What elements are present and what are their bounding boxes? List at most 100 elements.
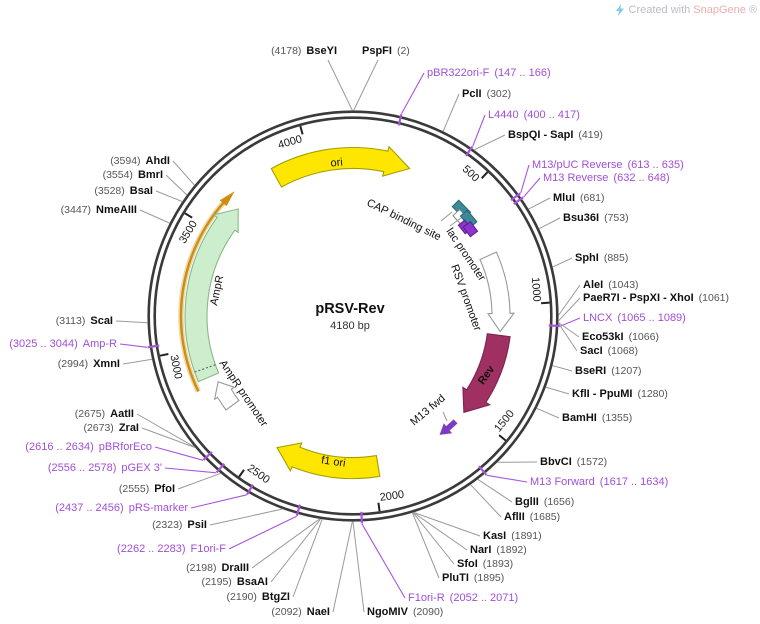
site-name[interactable]: pBR322ori-F — [427, 67, 490, 79]
enzyme-label-aflii[interactable]: AflII (1685) — [504, 511, 560, 524]
feature-label-f1-ori[interactable]: f1 ori — [320, 454, 346, 469]
enzyme-label-bspqi-sapi[interactable]: BspQI - SapI (419) — [508, 129, 603, 142]
site-name[interactable]: F1ori-R — [408, 592, 445, 604]
ori-arrow[interactable] — [270, 145, 411, 188]
site-name[interactable]: AhdI — [145, 155, 170, 167]
enzyme-label-pluti[interactable]: PluTI (1895) — [442, 572, 504, 585]
primer-label-pbr322ori-f[interactable]: pBR322ori-F (147 .. 166) — [427, 67, 551, 80]
site-name[interactable]: XmnI — [93, 358, 120, 370]
enzyme-label-bglii[interactable]: BglII (1656) — [515, 496, 574, 509]
site-name[interactable]: PsiI — [187, 519, 207, 531]
rsv-promoter-arrow[interactable] — [479, 251, 516, 333]
enzyme-label-draiii[interactable]: (2198) DraIII — [186, 562, 249, 575]
enzyme-label-mlui[interactable]: MluI (681) — [553, 192, 605, 205]
site-name[interactable]: AatII — [110, 408, 134, 420]
m13-fwd-primer-arrow[interactable] — [439, 419, 458, 435]
site-name[interactable]: pGEX 3' — [121, 462, 162, 474]
site-name[interactable]: AflII — [504, 511, 525, 523]
enzyme-label-kasi[interactable]: KasI (1891) — [483, 530, 542, 543]
site-name[interactable]: ScaI — [90, 315, 113, 327]
site-name[interactable]: BmrI — [137, 169, 163, 181]
enzyme-label-bamhi[interactable]: BamHI (1355) — [562, 412, 632, 425]
feature-label-lac-promoter[interactable]: lac promoter — [444, 226, 488, 284]
site-name[interactable]: F1ori-F — [190, 543, 226, 555]
site-name[interactable]: NaeI — [306, 606, 330, 618]
site-name[interactable]: BglII — [515, 496, 539, 508]
ampr-promoter-arrow[interactable] — [213, 381, 240, 411]
enzyme-label-bseri[interactable]: BseRI (1207) — [575, 365, 642, 378]
enzyme-label-pfoi[interactable]: (2555) PfoI — [119, 483, 175, 496]
primer-label-amp-r[interactable]: (3025 .. 3044) Amp-R — [9, 338, 117, 351]
site-name[interactable]: pBRforEco — [98, 441, 152, 453]
primer-label-lncx[interactable]: LNCX (1065 .. 1089) — [583, 312, 686, 325]
enzyme-label-ahdi[interactable]: (3594) AhdI — [110, 155, 170, 168]
primer-label-m13-puc-reverse[interactable]: M13/pUC Reverse (613 .. 635) — [532, 159, 684, 172]
plasmid-backbone-inner-ring[interactable] — [153, 116, 553, 516]
enzyme-label-scai[interactable]: (3113) ScaI — [56, 315, 113, 328]
enzyme-label-sfoi[interactable]: SfoI (1893) — [457, 558, 513, 571]
site-name[interactable]: M13/pUC Reverse — [532, 159, 623, 171]
site-name[interactable]: LNCX — [583, 312, 613, 324]
enzyme-label-pcli[interactable]: PclI (302) — [462, 88, 511, 101]
site-name[interactable]: BsaAI — [236, 576, 268, 588]
enzyme-label-xmni[interactable]: (2994) XmnI — [58, 358, 120, 371]
site-name[interactable]: PluTI — [442, 572, 469, 584]
site-name[interactable]: PaeR7I - PspXI - XhoI — [583, 292, 694, 304]
site-name[interactable]: Bsu36I — [563, 212, 600, 224]
enzyme-label-bbvci[interactable]: BbvCI (1572) — [540, 456, 607, 469]
site-name[interactable]: SphI — [575, 252, 599, 264]
enzyme-label-bseyi[interactable]: (4178) BseYI — [271, 45, 337, 58]
plasmid-backbone-outer-ring[interactable] — [147, 110, 559, 522]
enzyme-label-btgzi[interactable]: (2190) BtgZI — [227, 591, 290, 604]
site-name[interactable]: BseYI — [306, 45, 337, 57]
enzyme-label-ngomiv[interactable]: NgoMIV (2090) — [367, 606, 443, 619]
enzyme-label-kfli-ppumi[interactable]: KflI - PpuMI (1280) — [572, 388, 668, 401]
site-name[interactable]: BamHI — [562, 412, 597, 424]
site-name[interactable]: SfoI — [457, 558, 478, 570]
enzyme-label-nmeaiii[interactable]: (3447) NmeAIII — [61, 204, 137, 217]
enzyme-label-saci[interactable]: SacI (1068) — [580, 345, 638, 358]
enzyme-label-nari[interactable]: NarI (1892) — [470, 544, 527, 557]
lac-promoter-box-icon[interactable] — [462, 220, 479, 238]
primer-label-f1ori-r[interactable]: F1ori-R (2052 .. 2071) — [408, 592, 518, 605]
site-name[interactable]: MluI — [553, 192, 575, 204]
primer-label-pgex-3-[interactable]: (2556 .. 2578) pGEX 3' — [48, 462, 162, 475]
enzyme-label-alei[interactable]: AleI (1043) — [583, 279, 639, 292]
enzyme-label-pspfi[interactable]: PspFI (2) — [362, 45, 410, 58]
site-name[interactable]: PfoI — [154, 483, 175, 495]
enzyme-label-paer7i-pspxi-xhoi[interactable]: PaeR7I - PspXI - XhoI (1061) — [583, 292, 729, 305]
site-name[interactable]: BbvCI — [540, 456, 572, 468]
site-name[interactable]: M13 Reverse — [543, 172, 609, 184]
primer-label-l4440[interactable]: L4440 (400 .. 417) — [488, 109, 580, 122]
site-name[interactable]: SacI — [580, 345, 603, 357]
site-name[interactable]: BsaI — [129, 185, 153, 197]
site-name[interactable]: BseRI — [575, 365, 607, 377]
site-name[interactable]: ZraI — [118, 422, 139, 434]
enzyme-label-naei[interactable]: (2092) NaeI — [271, 606, 330, 619]
enzyme-label-sphi[interactable]: SphI (885) — [575, 252, 628, 265]
enzyme-label-bmri[interactable]: (3554) BmrI — [103, 169, 163, 182]
site-name[interactable]: DraIII — [221, 562, 249, 574]
site-name[interactable]: Amp-R — [82, 338, 117, 350]
enzyme-label-eco53ki[interactable]: Eco53kI (1066) — [582, 331, 659, 344]
site-name[interactable]: KasI — [483, 530, 507, 542]
enzyme-label-aatii[interactable]: (2675) AatII — [75, 408, 134, 421]
site-name[interactable]: AleI — [583, 279, 604, 291]
enzyme-label-psii[interactable]: (2323) PsiI — [152, 519, 207, 532]
site-name[interactable]: L4440 — [488, 109, 519, 121]
enzyme-label-bsai[interactable]: (3528) BsaI — [94, 185, 153, 198]
primer-label-m13-reverse[interactable]: M13 Reverse (632 .. 648) — [543, 172, 670, 185]
primer-label-m13-forward[interactable]: M13 Forward (1617 .. 1634) — [530, 476, 668, 489]
f1-ori-arrow[interactable] — [276, 442, 381, 480]
site-name[interactable]: PspFI — [362, 45, 392, 57]
site-name[interactable]: pRS-marker — [128, 502, 188, 514]
enzyme-label-bsu36i[interactable]: Bsu36I (753) — [563, 212, 629, 225]
site-name[interactable]: KflI - PpuMI — [572, 388, 633, 400]
rev-cds-arrow[interactable] — [462, 333, 511, 414]
ampr-cds-arrow[interactable] — [184, 208, 239, 383]
feature-label-cap-binding-site[interactable]: CAP binding site — [365, 197, 443, 243]
site-name[interactable]: NarI — [470, 544, 492, 556]
feature-label-ori[interactable]: ori — [330, 156, 343, 169]
site-name[interactable]: NgoMIV — [367, 606, 408, 618]
primer-label-pbrforeco[interactable]: (2616 .. 2634) pBRforEco — [25, 441, 152, 454]
